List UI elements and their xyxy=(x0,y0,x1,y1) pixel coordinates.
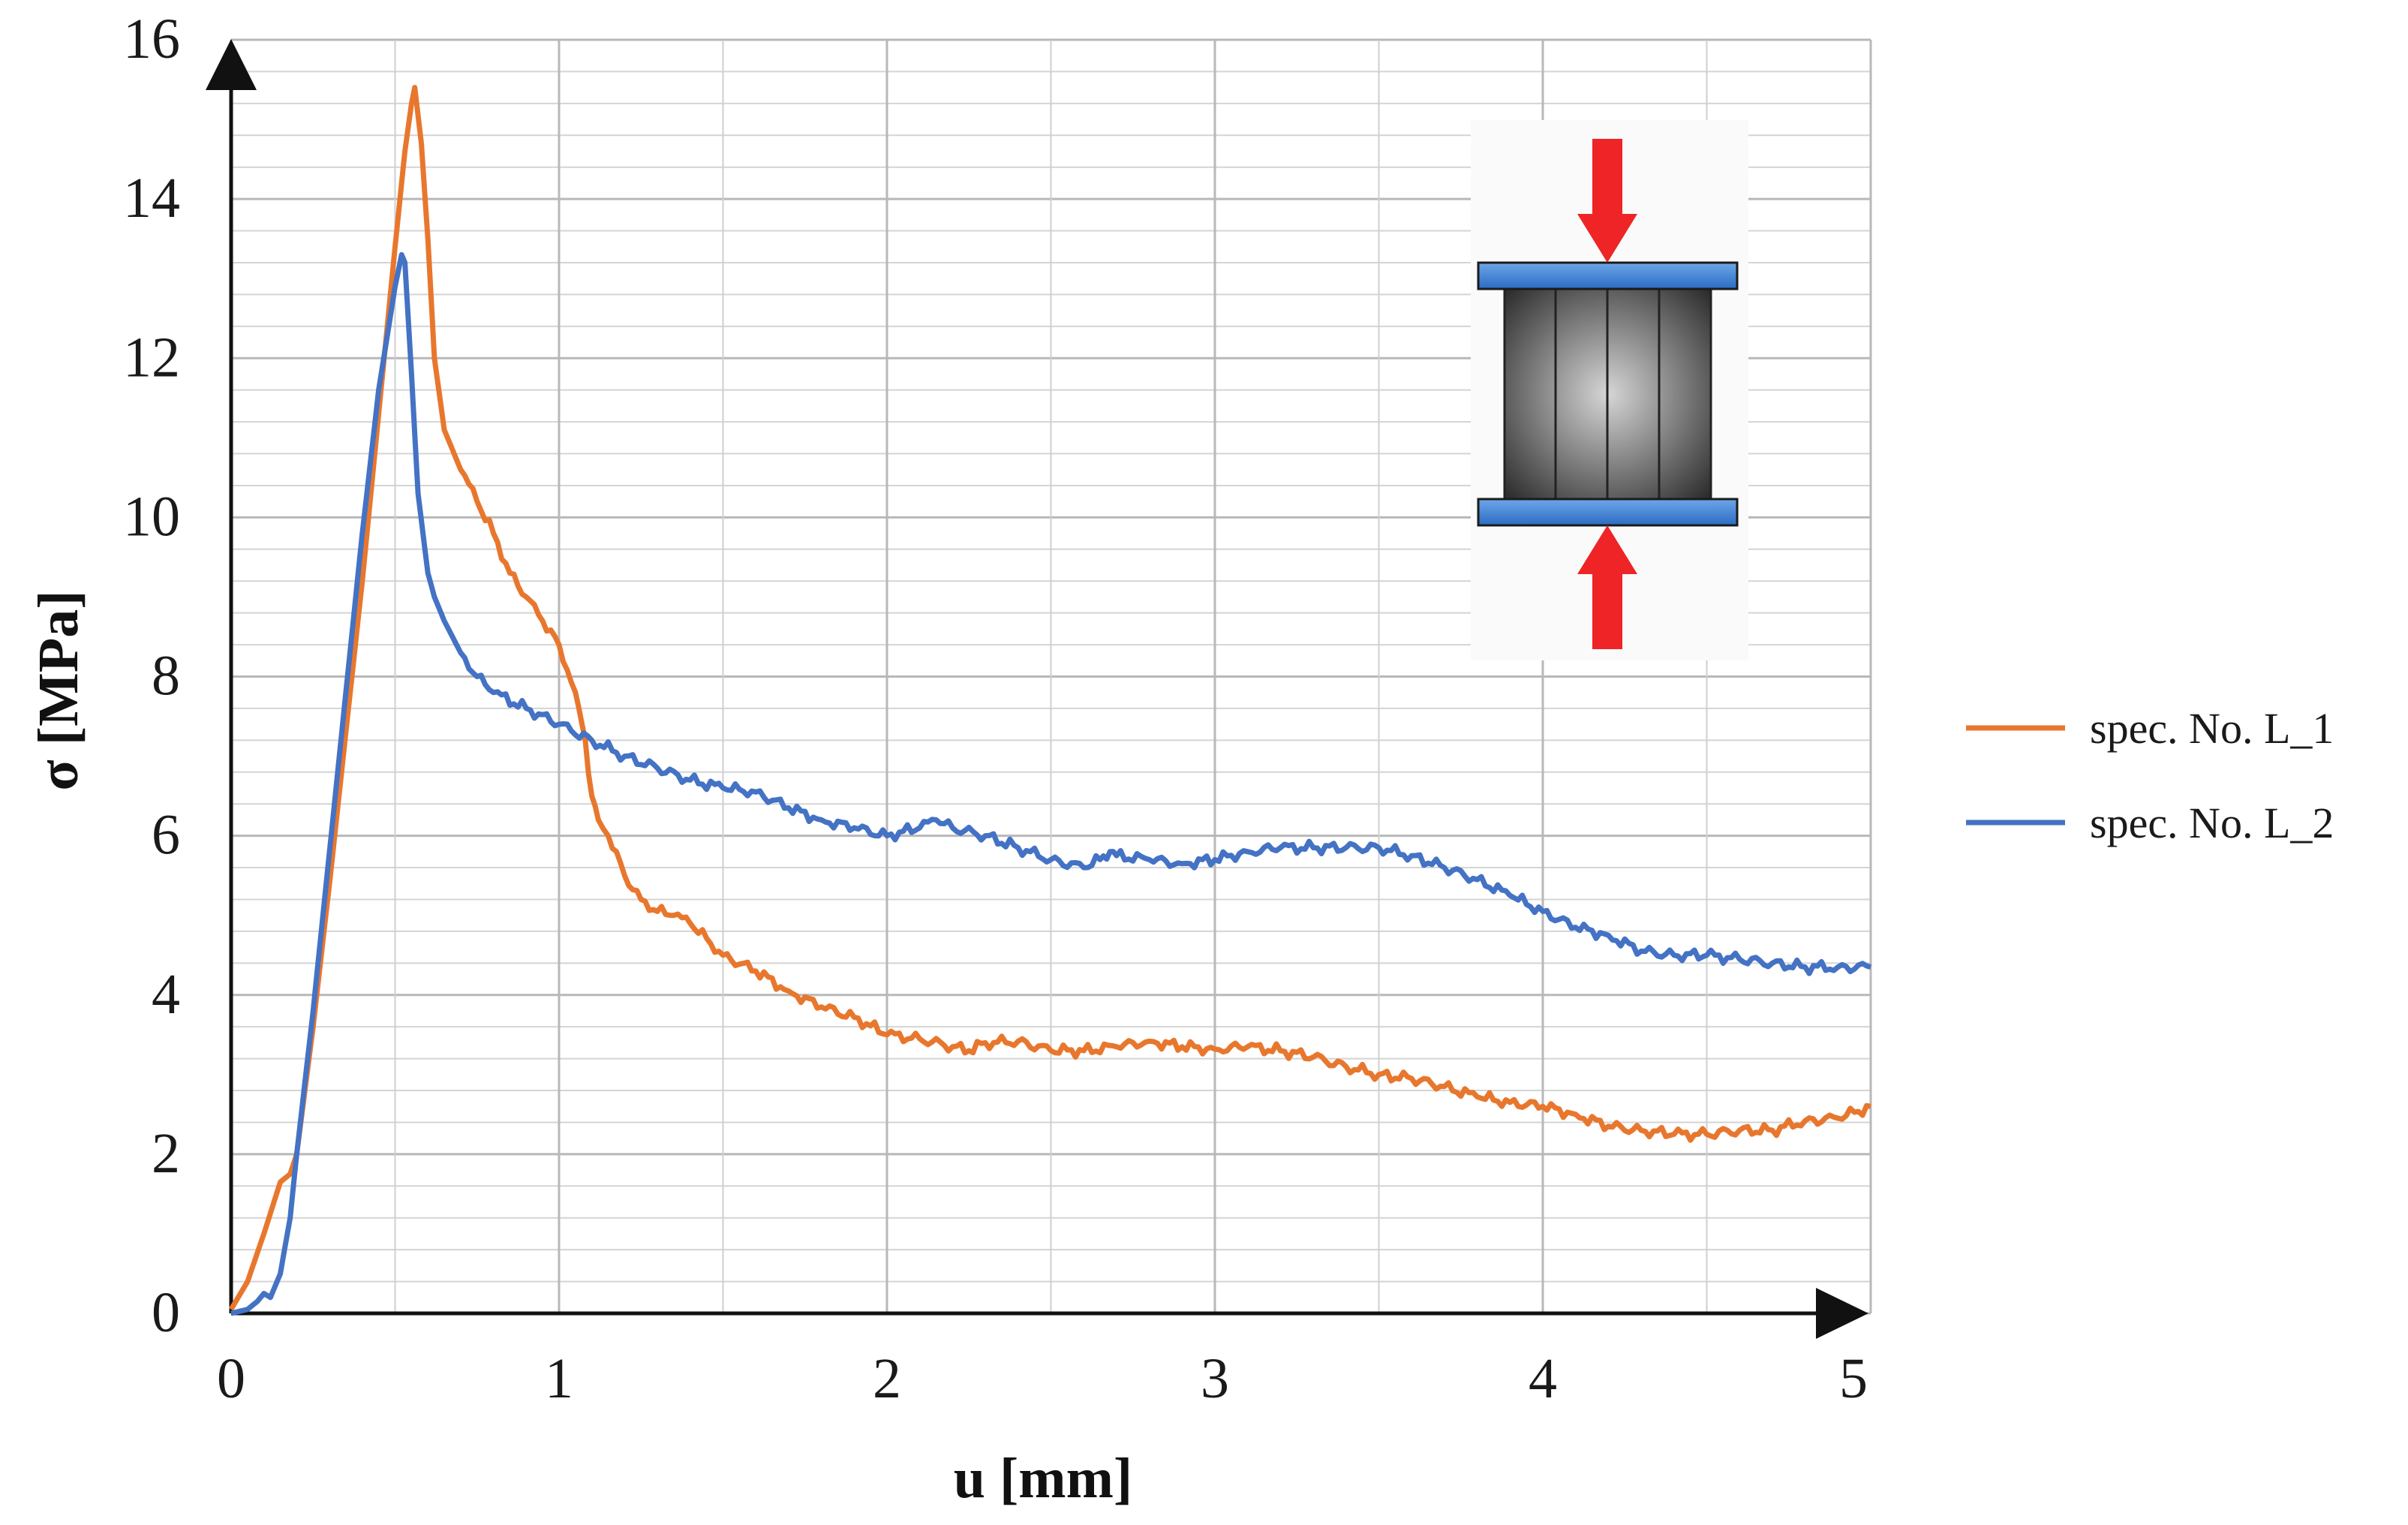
x-tick-label: 5 xyxy=(1839,1347,1868,1410)
y-tick-label: 4 xyxy=(152,963,180,1026)
y-tick-label: 10 xyxy=(123,485,180,548)
top-force-arrow-icon xyxy=(1577,139,1637,263)
legend-label-l1: spec. No. L_1 xyxy=(2090,704,2334,753)
y-axis-arrow-icon xyxy=(206,39,257,90)
y-tick-label: 8 xyxy=(152,645,180,708)
x-tick-labels: 0 1 2 3 4 5 xyxy=(217,1347,1868,1410)
series-line-1 xyxy=(228,85,1871,1311)
x-axis-title: u [mm] xyxy=(954,1447,1133,1510)
bottom-plate xyxy=(1477,498,1739,527)
x-tick-label: 0 xyxy=(217,1347,245,1410)
x-axis-arrow-icon xyxy=(1816,1288,1868,1339)
y-tick-label: 16 xyxy=(123,8,180,71)
x-tick-label: 3 xyxy=(1201,1347,1229,1410)
y-tick-labels: 0 2 4 6 8 10 12 14 16 xyxy=(123,8,180,1344)
y-tick-label: 2 xyxy=(152,1122,180,1185)
top-plate xyxy=(1477,261,1739,290)
series-line-2 xyxy=(230,251,1871,1316)
x-tick-label: 1 xyxy=(545,1347,573,1410)
y-tick-label: 0 xyxy=(152,1281,180,1344)
x-tick-label: 4 xyxy=(1529,1347,1557,1410)
compression-specimen-icon xyxy=(1471,120,1748,660)
y-axis-title: σ [MPa] xyxy=(27,590,90,790)
y-tick-label: 14 xyxy=(123,167,180,230)
y-tick-label: 12 xyxy=(123,326,180,389)
bottom-force-arrow-icon xyxy=(1577,525,1637,649)
x-tick-label: 2 xyxy=(873,1347,901,1410)
series-lines xyxy=(228,85,1871,1316)
legend-label-l2: spec. No. L_2 xyxy=(2090,799,2334,847)
y-tick-label: 6 xyxy=(152,804,180,867)
legend: spec. No. L_1 spec. No. L_2 xyxy=(1966,704,2334,847)
